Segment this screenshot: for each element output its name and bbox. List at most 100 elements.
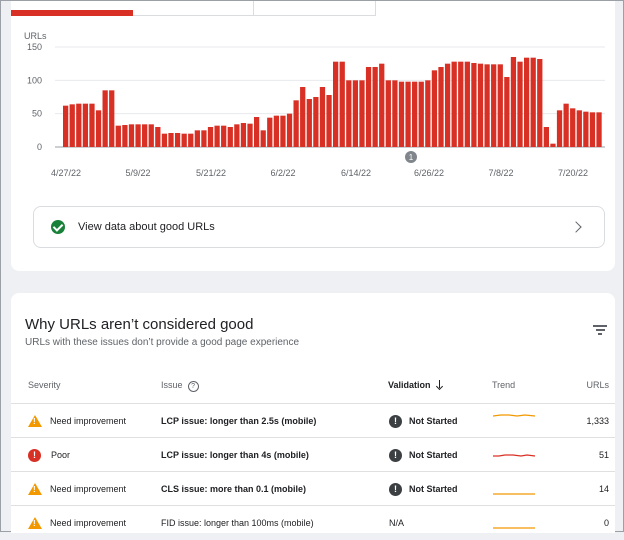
bar[interactable] bbox=[63, 105, 69, 147]
tab-poor[interactable] bbox=[11, 1, 133, 16]
bar[interactable] bbox=[69, 104, 75, 147]
bar[interactable] bbox=[339, 61, 345, 147]
bar[interactable] bbox=[537, 59, 543, 147]
bar[interactable] bbox=[319, 87, 326, 147]
bar[interactable] bbox=[280, 115, 286, 147]
bar[interactable] bbox=[583, 111, 589, 147]
bar[interactable] bbox=[76, 103, 82, 147]
bar[interactable] bbox=[221, 125, 227, 147]
table-row[interactable]: Need improvement CLS issue: more than 0.… bbox=[11, 471, 615, 506]
view-good-urls-row[interactable]: View data about good URLs bbox=[33, 206, 605, 248]
bar[interactable] bbox=[267, 117, 273, 147]
bar[interactable] bbox=[207, 127, 214, 147]
bar[interactable] bbox=[405, 81, 411, 147]
bar[interactable] bbox=[273, 115, 279, 147]
tab-need-improvement[interactable] bbox=[133, 1, 254, 16]
bar[interactable] bbox=[425, 80, 431, 147]
issues-subtitle: URLs with these issues don’t provide a g… bbox=[25, 337, 300, 348]
bar[interactable] bbox=[398, 81, 405, 147]
header-severity[interactable]: Severity bbox=[28, 380, 61, 390]
bar[interactable] bbox=[438, 67, 444, 147]
bar[interactable] bbox=[115, 125, 121, 147]
table-row[interactable]: Need improvement LCP issue: longer than … bbox=[11, 403, 615, 438]
bar[interactable] bbox=[418, 81, 424, 147]
bar[interactable] bbox=[563, 103, 569, 147]
bar[interactable] bbox=[260, 130, 266, 147]
bar[interactable] bbox=[352, 80, 359, 147]
bar[interactable] bbox=[300, 87, 306, 147]
bar[interactable] bbox=[504, 77, 510, 147]
bar[interactable] bbox=[556, 110, 563, 147]
bar[interactable] bbox=[306, 99, 312, 147]
issues-title: Why URLs aren’t considered good bbox=[25, 316, 254, 333]
bar[interactable] bbox=[543, 127, 549, 147]
table-row[interactable]: Need improvement FID issue: longer than … bbox=[11, 505, 615, 540]
bar[interactable] bbox=[128, 124, 135, 147]
bar[interactable] bbox=[570, 108, 576, 147]
bar[interactable] bbox=[326, 95, 332, 147]
bar[interactable] bbox=[174, 133, 181, 147]
bar[interactable] bbox=[286, 113, 293, 147]
issue-cell: LCP issue: longer than 2.5s (mobile) bbox=[161, 416, 317, 426]
bar[interactable] bbox=[385, 80, 391, 147]
bar[interactable] bbox=[227, 127, 233, 147]
bar[interactable] bbox=[530, 57, 536, 147]
bar[interactable] bbox=[372, 67, 378, 147]
bar[interactable] bbox=[313, 97, 319, 147]
bar[interactable] bbox=[95, 110, 102, 147]
bar[interactable] bbox=[142, 124, 148, 147]
bar[interactable] bbox=[379, 63, 385, 147]
bar[interactable] bbox=[135, 124, 141, 147]
bar[interactable] bbox=[122, 125, 128, 147]
bar[interactable] bbox=[576, 110, 582, 147]
bar[interactable] bbox=[82, 103, 89, 147]
bar[interactable] bbox=[89, 103, 95, 147]
view-good-urls-label: View data about good URLs bbox=[78, 221, 215, 233]
bar[interactable] bbox=[412, 81, 418, 147]
bar[interactable] bbox=[497, 64, 503, 147]
bar[interactable] bbox=[161, 133, 168, 147]
bar[interactable] bbox=[234, 124, 240, 147]
header-validation[interactable]: Validation bbox=[388, 380, 443, 390]
bar[interactable] bbox=[431, 70, 438, 147]
tab-good[interactable] bbox=[253, 1, 376, 16]
bar[interactable] bbox=[253, 117, 260, 147]
bar[interactable] bbox=[471, 63, 477, 147]
bar[interactable] bbox=[359, 80, 365, 147]
bar[interactable] bbox=[444, 63, 451, 147]
bar[interactable] bbox=[247, 123, 253, 147]
bar[interactable] bbox=[392, 80, 398, 147]
bar[interactable] bbox=[201, 130, 207, 147]
help-icon[interactable]: ? bbox=[187, 381, 199, 392]
bar[interactable] bbox=[148, 124, 154, 147]
bar[interactable] bbox=[517, 61, 523, 147]
annotation-marker[interactable] bbox=[405, 151, 417, 163]
bar[interactable] bbox=[240, 123, 247, 147]
bar[interactable] bbox=[491, 64, 497, 147]
bar[interactable] bbox=[458, 61, 464, 147]
bar[interactable] bbox=[214, 125, 220, 147]
bar[interactable] bbox=[333, 61, 339, 147]
bar[interactable] bbox=[365, 67, 372, 147]
bar[interactable] bbox=[477, 63, 484, 147]
bar[interactable] bbox=[188, 133, 194, 147]
bar[interactable] bbox=[589, 112, 596, 147]
bar[interactable] bbox=[346, 80, 352, 147]
filter-icon[interactable] bbox=[593, 325, 607, 335]
bar[interactable] bbox=[109, 90, 115, 147]
bar[interactable] bbox=[293, 100, 299, 147]
bar[interactable] bbox=[168, 133, 174, 147]
bar[interactable] bbox=[194, 130, 200, 147]
bar[interactable] bbox=[451, 61, 457, 147]
bar[interactable] bbox=[523, 57, 530, 147]
table-row[interactable]: ! Poor LCP issue: longer than 4s (mobile)… bbox=[11, 437, 615, 472]
bar[interactable] bbox=[510, 57, 517, 147]
bar[interactable] bbox=[155, 127, 161, 147]
bar[interactable] bbox=[484, 64, 490, 147]
bar[interactable] bbox=[102, 90, 108, 147]
bar[interactable] bbox=[596, 112, 602, 147]
bar[interactable] bbox=[181, 133, 187, 147]
bar[interactable] bbox=[550, 143, 556, 147]
header-urls[interactable]: URLs bbox=[586, 380, 609, 390]
bar[interactable] bbox=[464, 61, 470, 147]
